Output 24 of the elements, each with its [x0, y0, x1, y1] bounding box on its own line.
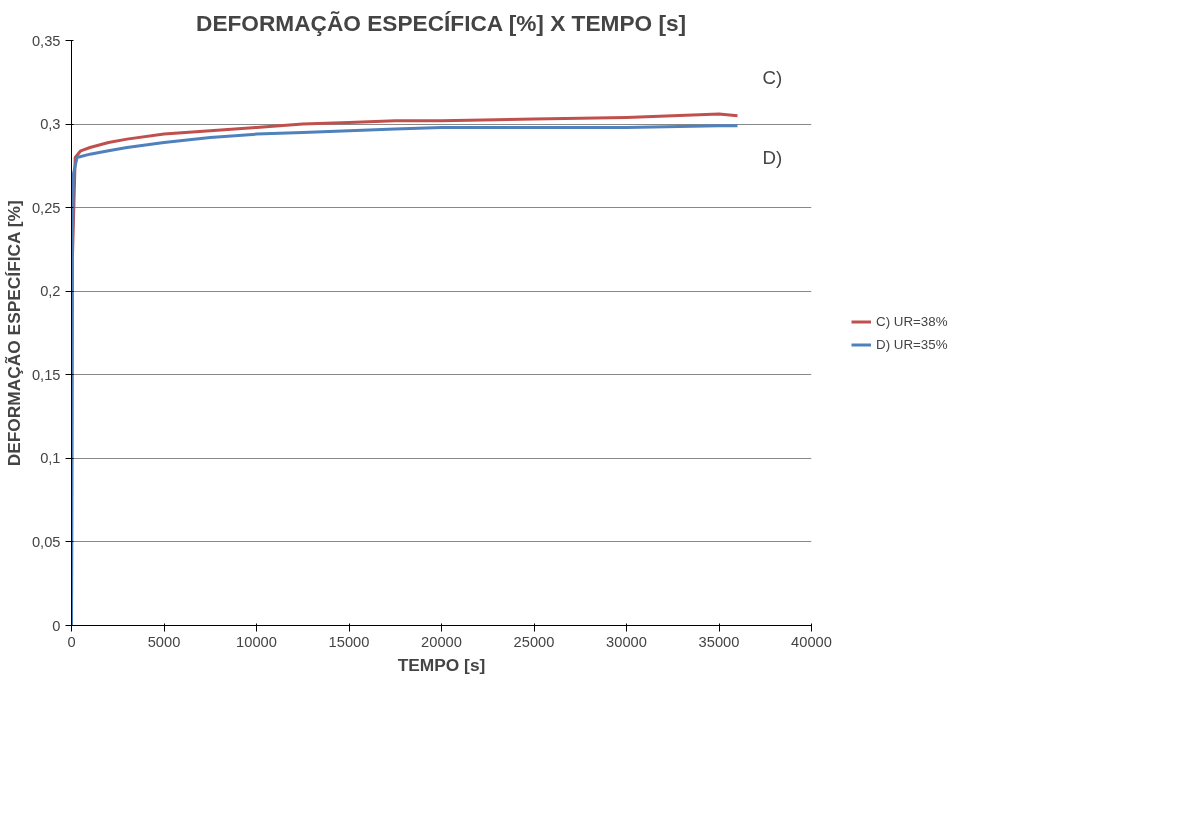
y-tick-label: 0,1 [40, 450, 61, 467]
x-tick-label: 40000 [791, 633, 832, 650]
x-tick-label: 10000 [236, 633, 277, 650]
annotation: D) [762, 147, 783, 169]
x-tick-label: 25000 [513, 633, 555, 650]
x-tick-label: 30000 [606, 633, 647, 650]
x-axis-title: TEMPO [s] [397, 654, 486, 675]
legend-label: D) UR=35% [876, 336, 948, 352]
y-tick-label: 0,2 [40, 283, 61, 300]
x-tick-label: 15000 [328, 633, 370, 650]
y-tick-label: 0,25 [31, 199, 61, 216]
x-tick-label: 0 [67, 633, 76, 650]
y-tick-label: 0,15 [31, 366, 61, 383]
y-tick-label: 0 [52, 617, 61, 634]
y-tick-label: 0,3 [40, 116, 61, 133]
annotation: C) [762, 67, 783, 89]
chart-title: DEFORMAÇÃO ESPECÍFICA [%] X TEMPO [s] [196, 9, 687, 36]
x-tick-label: 5000 [147, 633, 181, 650]
y-tick-label: 0,35 [31, 32, 61, 49]
y-tick-label: 0,05 [31, 533, 61, 550]
legend-label: C) UR=38% [876, 313, 948, 329]
x-tick-label: 35000 [698, 633, 740, 650]
y-axis-title: DEFORMAÇÃO ESPECÍFICA [%] [3, 200, 24, 467]
x-tick-label: 20000 [421, 633, 462, 650]
